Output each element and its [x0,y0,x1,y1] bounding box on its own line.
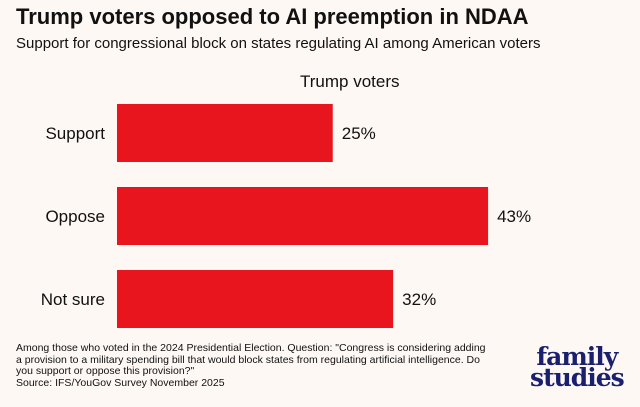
footnote: Among those who voted in the 2024 Presid… [16,342,486,389]
category-label: Not sure [41,290,105,309]
family-studies-logo: family studies [530,342,625,392]
data-label: 25% [342,124,376,143]
category-label: Oppose [45,207,105,226]
series-label: Trump voters [300,72,400,91]
data-label: 32% [402,290,436,309]
bar-oppose [117,187,489,245]
bar-chart: Support 25% Oppose 43% Not sure 32% [41,104,531,328]
data-label: 43% [497,207,531,226]
category-label: Support [45,124,105,143]
chart-subtitle: Support for congressional block on state… [16,35,541,52]
chart-title: Trump voters opposed to AI preemption in… [16,4,529,29]
bar-support [117,104,333,162]
source-text: Source: IFS/YouGov Survey November 2025 [16,376,225,389]
logo-line1: family [536,342,618,371]
footnote-text: Among those who voted in the 2024 Presid… [16,342,486,377]
bar-not-sure [117,270,394,328]
logo-line2: studies [530,363,625,392]
